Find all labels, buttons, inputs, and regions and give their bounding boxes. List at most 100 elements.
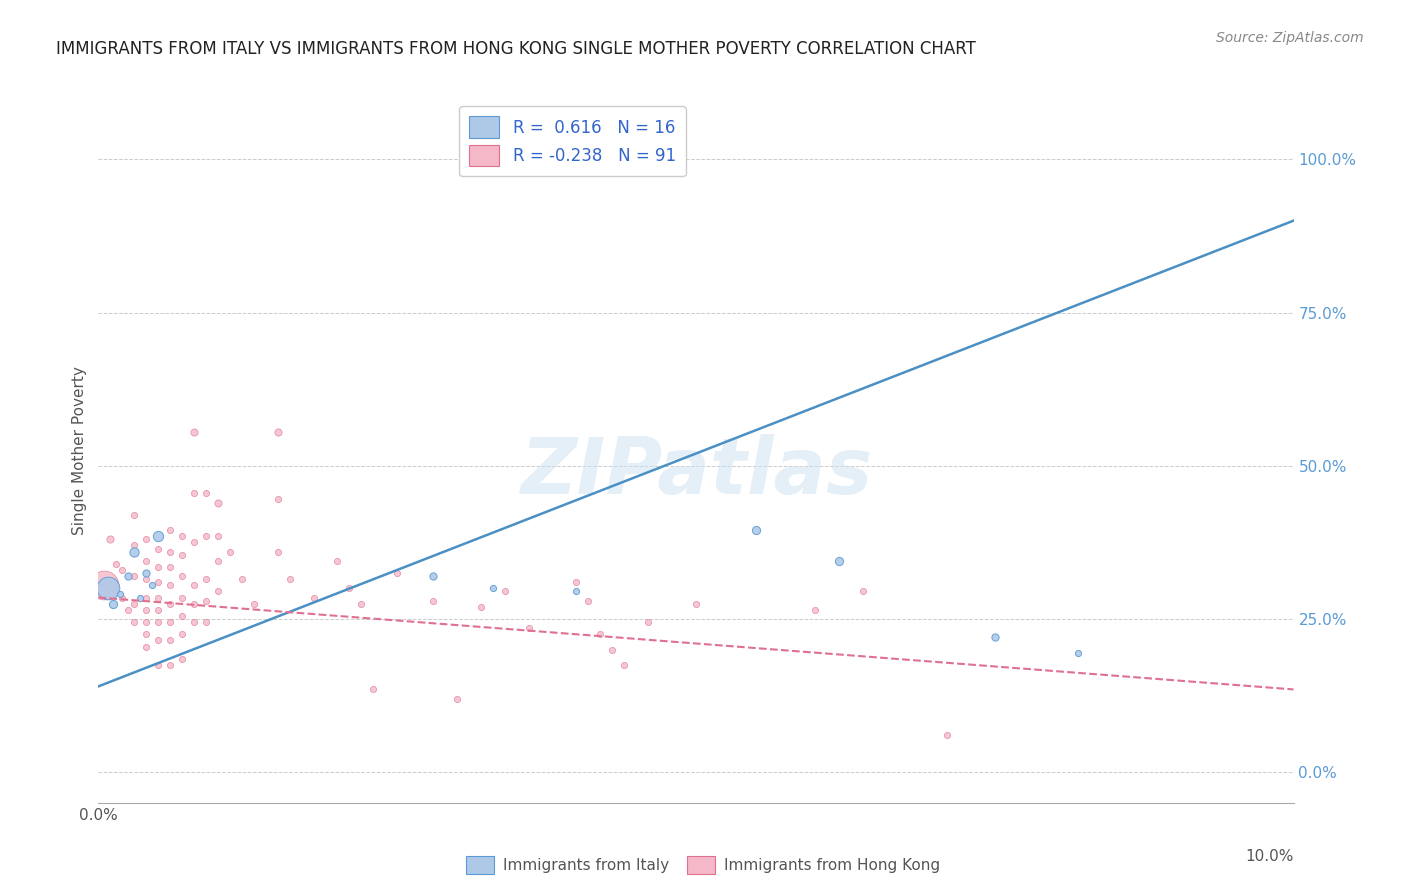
Point — [93, 578, 115, 592]
Point — [135, 615, 157, 629]
Point — [183, 578, 205, 592]
Point — [117, 603, 139, 617]
Point — [613, 657, 636, 672]
Point — [984, 631, 1007, 645]
Point — [172, 608, 194, 623]
Legend: R =  0.616   N = 16, R = -0.238   N = 91: R = 0.616 N = 16, R = -0.238 N = 91 — [460, 106, 686, 176]
Point — [135, 591, 157, 605]
Point — [135, 640, 157, 654]
Point — [602, 642, 624, 657]
Text: 10.0%: 10.0% — [1246, 848, 1294, 863]
Point — [745, 523, 768, 537]
Point — [565, 575, 588, 590]
Point — [363, 682, 385, 697]
Point — [422, 569, 444, 583]
Point — [159, 633, 181, 648]
Point — [183, 486, 205, 500]
Point — [207, 584, 229, 599]
Point — [148, 591, 170, 605]
Point — [105, 557, 128, 571]
Point — [828, 554, 851, 568]
Point — [172, 548, 194, 562]
Point — [422, 593, 444, 607]
Point — [470, 599, 492, 614]
Point — [589, 627, 612, 641]
Point — [852, 584, 875, 599]
Point — [267, 425, 290, 439]
Text: Source: ZipAtlas.com: Source: ZipAtlas.com — [1216, 31, 1364, 45]
Point — [385, 566, 409, 580]
Point — [159, 560, 181, 574]
Point — [135, 627, 157, 641]
Point — [124, 508, 146, 522]
Point — [117, 569, 139, 583]
Point — [159, 657, 181, 672]
Point — [148, 657, 170, 672]
Point — [148, 560, 170, 574]
Point — [804, 603, 827, 617]
Point — [124, 544, 146, 558]
Point — [100, 533, 122, 547]
Legend: Immigrants from Italy, Immigrants from Hong Kong: Immigrants from Italy, Immigrants from H… — [460, 850, 946, 880]
Point — [267, 492, 290, 507]
Point — [481, 582, 505, 596]
Point — [159, 615, 181, 629]
Point — [97, 582, 120, 596]
Point — [172, 569, 194, 583]
Point — [565, 584, 588, 599]
Point — [446, 691, 468, 706]
Point — [141, 578, 163, 592]
Point — [172, 627, 194, 641]
Point — [243, 597, 266, 611]
Point — [219, 544, 242, 558]
Point — [148, 603, 170, 617]
Point — [148, 575, 170, 590]
Point — [129, 591, 152, 605]
Point — [207, 495, 229, 509]
Point — [195, 593, 218, 607]
Point — [135, 572, 157, 586]
Point — [637, 615, 659, 629]
Point — [1067, 646, 1090, 660]
Point — [183, 425, 205, 439]
Point — [135, 533, 157, 547]
Point — [148, 529, 170, 543]
Point — [183, 597, 205, 611]
Point — [159, 523, 181, 537]
Point — [302, 591, 325, 605]
Point — [685, 597, 707, 611]
Text: ZIPatlas: ZIPatlas — [520, 434, 872, 509]
Point — [350, 597, 373, 611]
Point — [172, 529, 194, 543]
Point — [195, 486, 218, 500]
Point — [159, 597, 181, 611]
Point — [148, 615, 170, 629]
Y-axis label: Single Mother Poverty: Single Mother Poverty — [72, 366, 87, 535]
Text: IMMIGRANTS FROM ITALY VS IMMIGRANTS FROM HONG KONG SINGLE MOTHER POVERTY CORRELA: IMMIGRANTS FROM ITALY VS IMMIGRANTS FROM… — [56, 40, 976, 58]
Point — [936, 728, 959, 742]
Point — [195, 615, 218, 629]
Point — [124, 538, 146, 552]
Point — [148, 633, 170, 648]
Point — [108, 587, 131, 601]
Point — [207, 554, 229, 568]
Point — [172, 652, 194, 666]
Point — [578, 593, 600, 607]
Point — [148, 541, 170, 556]
Point — [101, 597, 124, 611]
Point — [494, 584, 516, 599]
Point — [135, 603, 157, 617]
Point — [111, 563, 134, 577]
Point — [159, 578, 181, 592]
Point — [195, 529, 218, 543]
Point — [124, 569, 146, 583]
Point — [183, 615, 205, 629]
Point — [135, 566, 157, 580]
Point — [183, 535, 205, 549]
Point — [207, 529, 229, 543]
Point — [326, 554, 349, 568]
Point — [195, 572, 218, 586]
Point — [267, 544, 290, 558]
Point — [159, 544, 181, 558]
Point — [231, 572, 253, 586]
